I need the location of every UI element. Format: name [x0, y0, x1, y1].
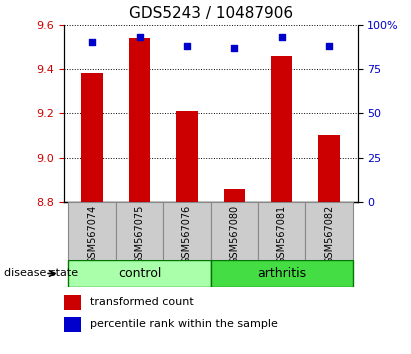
Bar — [64, 317, 81, 332]
Bar — [64, 295, 81, 310]
Text: GSM567074: GSM567074 — [87, 205, 97, 264]
Point — [136, 34, 143, 40]
Text: disease state: disease state — [4, 268, 78, 279]
Text: transformed count: transformed count — [90, 297, 194, 307]
Text: GSM567081: GSM567081 — [277, 205, 287, 264]
Bar — [258, 202, 305, 260]
Point — [89, 40, 95, 45]
Point — [326, 43, 332, 49]
Bar — [271, 56, 292, 202]
Text: GSM567082: GSM567082 — [324, 205, 334, 264]
Bar — [129, 38, 150, 202]
Text: GSM567075: GSM567075 — [134, 205, 145, 264]
Bar — [305, 202, 353, 260]
Point — [184, 43, 190, 49]
Bar — [176, 111, 198, 202]
Bar — [211, 260, 353, 287]
Bar — [69, 260, 211, 287]
Text: GSM567080: GSM567080 — [229, 205, 239, 264]
Bar — [211, 202, 258, 260]
Text: GSM567076: GSM567076 — [182, 205, 192, 264]
Point — [278, 34, 285, 40]
Bar — [81, 73, 103, 202]
Point — [231, 45, 238, 51]
Title: GDS5243 / 10487906: GDS5243 / 10487906 — [129, 6, 293, 21]
Bar — [116, 202, 163, 260]
Text: percentile rank within the sample: percentile rank within the sample — [90, 319, 278, 329]
Text: control: control — [118, 267, 161, 280]
Bar — [69, 202, 116, 260]
Text: arthritis: arthritis — [257, 267, 306, 280]
Bar — [224, 189, 245, 202]
Bar — [163, 202, 211, 260]
Bar — [319, 135, 340, 202]
